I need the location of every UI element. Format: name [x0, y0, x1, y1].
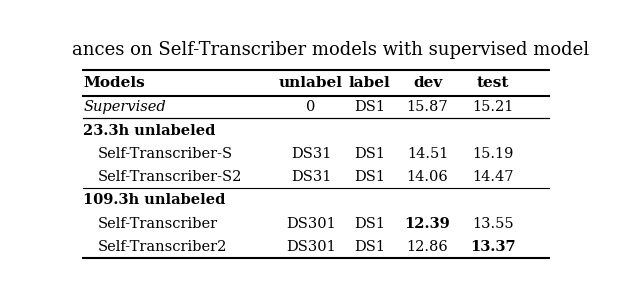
Text: Supervised: Supervised [83, 100, 166, 114]
Text: Self-Transcriber: Self-Transcriber [98, 217, 218, 231]
Text: 13.55: 13.55 [472, 217, 514, 231]
Text: 14.06: 14.06 [407, 170, 448, 184]
Text: 14.47: 14.47 [472, 170, 514, 184]
Text: 0: 0 [307, 100, 316, 114]
Text: DS1: DS1 [354, 100, 385, 114]
Text: 23.3h unlabeled: 23.3h unlabeled [83, 123, 215, 138]
Text: unlabel: unlabel [279, 76, 343, 90]
Text: Self-Transcriber-S: Self-Transcriber-S [98, 147, 233, 161]
Text: DS1: DS1 [354, 217, 385, 231]
Text: Self-Transcriber-S2: Self-Transcriber-S2 [98, 170, 242, 184]
Text: DS1: DS1 [354, 147, 385, 161]
Text: DS1: DS1 [354, 170, 385, 184]
Text: 15.87: 15.87 [407, 100, 448, 114]
Text: Models: Models [83, 76, 145, 90]
Text: ances on Self-Transcriber models with supervised model: ances on Self-Transcriber models with su… [72, 41, 589, 59]
Text: 12.39: 12.39 [404, 217, 451, 231]
Text: DS301: DS301 [286, 240, 336, 254]
Text: 13.37: 13.37 [470, 240, 516, 254]
Text: 14.51: 14.51 [407, 147, 448, 161]
Text: DS1: DS1 [354, 240, 385, 254]
Text: 15.19: 15.19 [473, 147, 514, 161]
Text: 109.3h unlabeled: 109.3h unlabeled [83, 193, 225, 207]
Text: DS31: DS31 [291, 170, 331, 184]
Text: 12.86: 12.86 [407, 240, 448, 254]
Text: DS31: DS31 [291, 147, 331, 161]
Text: dev: dev [413, 76, 442, 90]
Text: test: test [477, 76, 509, 90]
Text: DS301: DS301 [286, 217, 336, 231]
Text: 15.21: 15.21 [473, 100, 514, 114]
Text: label: label [349, 76, 390, 90]
Text: Self-Transcriber2: Self-Transcriber2 [98, 240, 227, 254]
